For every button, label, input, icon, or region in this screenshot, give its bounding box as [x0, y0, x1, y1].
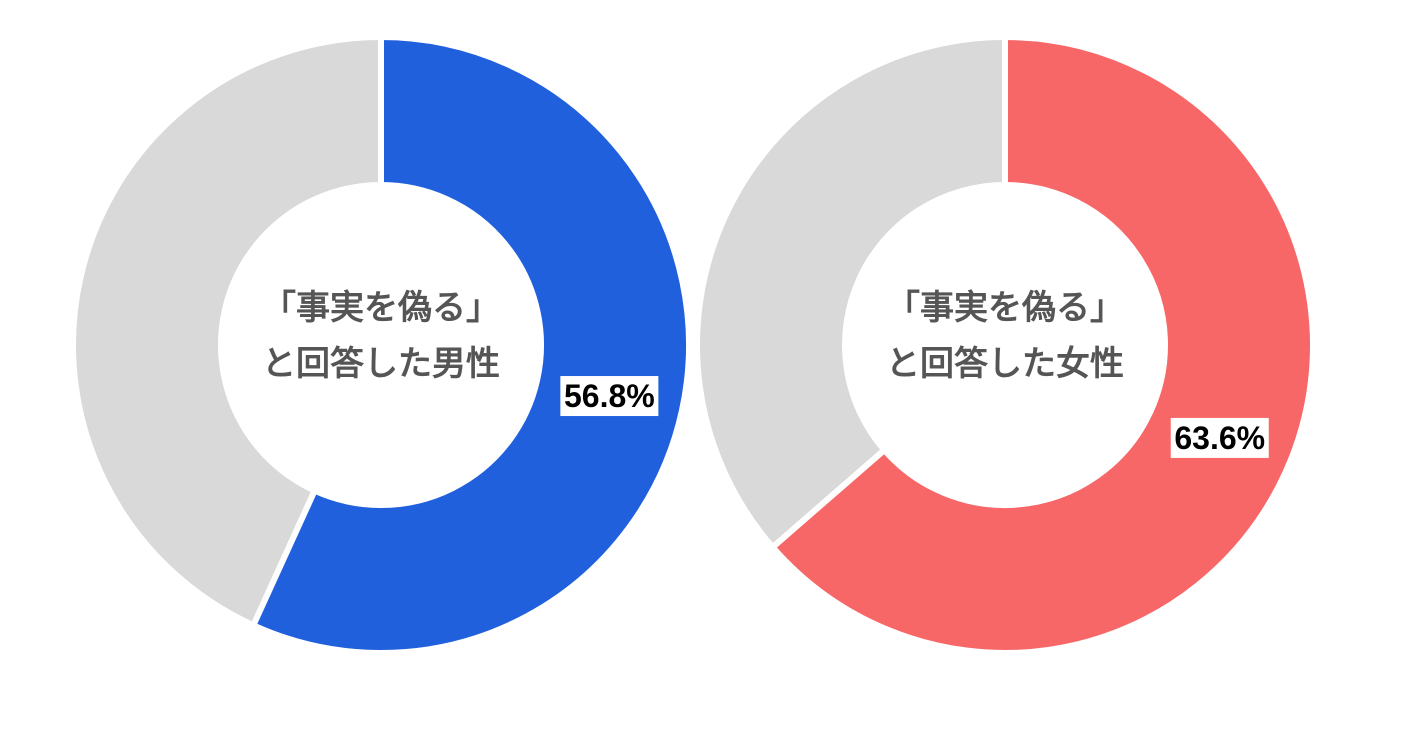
- center-label-line2: と回答した男性: [262, 344, 500, 384]
- donut-segment-remainder: [70, 33, 384, 630]
- donut-chart-men: 「事実を偽る」と回答した男性 56.8%: [70, 33, 692, 656]
- center-label-line1: 「事実を偽る」: [262, 288, 500, 328]
- donut-segment-value: [768, 33, 1316, 656]
- center-label-line2: と回答した女性: [886, 344, 1124, 384]
- donut-chart-women: 「事実を偽る」と回答した女性 63.6%: [694, 33, 1316, 656]
- value-label-background: [1170, 417, 1269, 458]
- center-label-line1: 「事実を偽る」: [886, 288, 1124, 328]
- value-label-background: [560, 376, 659, 417]
- donut-segment-remainder: [694, 33, 1008, 552]
- donut-segment-value: [249, 33, 692, 656]
- value-label: 56.8%: [564, 378, 655, 414]
- value-label: 63.6%: [1174, 420, 1265, 456]
